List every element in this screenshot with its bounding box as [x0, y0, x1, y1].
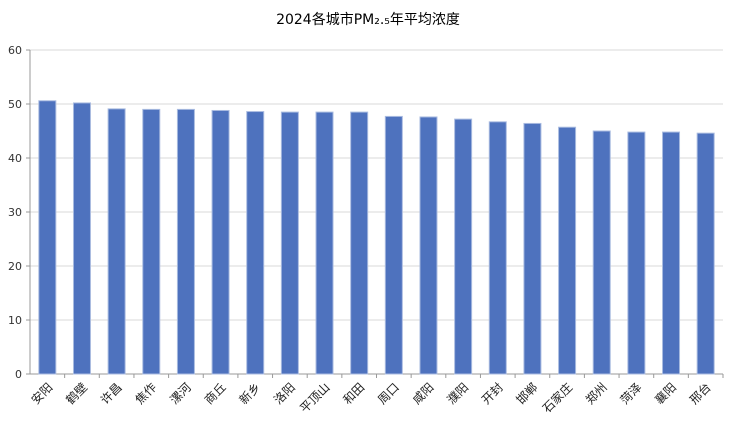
y-tick-label: 20: [8, 260, 22, 273]
x-tick-label: 平顶山: [297, 380, 332, 415]
bar: [419, 116, 438, 375]
x-tick-label: 和田: [340, 380, 367, 407]
bar: [315, 111, 334, 375]
bar: [176, 108, 195, 375]
x-tick-label: 新乡: [236, 380, 264, 408]
bar: [696, 132, 715, 375]
x-tick-label: 许昌: [98, 380, 125, 407]
x-tick-label: 邢台: [686, 380, 714, 408]
y-tick-label: 60: [8, 44, 22, 57]
x-tick-label: 洛阳: [270, 380, 298, 408]
x-tick-label: 鹤壁: [63, 380, 91, 408]
bar: [523, 122, 542, 375]
x-tick-label: 石家庄: [539, 380, 575, 416]
bar: [592, 130, 611, 375]
y-tick-label: 50: [8, 98, 22, 111]
chart-title: 2024各城市PM₂.₅年平均浓度: [276, 11, 460, 28]
bar: [454, 118, 473, 375]
bar: [107, 108, 126, 375]
y-tick-label: 30: [8, 206, 22, 219]
x-tick-label: 周口: [375, 380, 402, 407]
x-tick-label: 焦作: [133, 380, 160, 407]
x-tick-label: 商丘: [201, 380, 229, 408]
bar: [350, 111, 369, 375]
bar: [558, 126, 577, 375]
x-tick-label: 邯郸: [513, 380, 541, 408]
x-tick-label: 开封: [479, 380, 506, 407]
bar: [72, 102, 91, 375]
y-tick-label: 10: [8, 314, 22, 327]
x-tick-label: 安阳: [28, 380, 56, 408]
bar: [384, 115, 403, 375]
bar: [211, 109, 230, 375]
x-tick-label: 咸阳: [410, 380, 437, 407]
bar: [488, 121, 507, 375]
x-tick-label: 漯河: [167, 380, 194, 407]
bar: [280, 111, 299, 375]
y-tick-label: 0: [15, 368, 22, 381]
bar: [142, 108, 161, 375]
bar: [246, 111, 265, 375]
x-tick-label: 襄阳: [652, 380, 680, 408]
x-tick-label: 郑州: [582, 380, 610, 408]
bar: [662, 131, 681, 375]
x-tick-label: 濮阳: [444, 380, 472, 408]
bar: [38, 100, 57, 375]
x-tick-label: 菏泽: [618, 380, 645, 407]
bar: [627, 131, 646, 375]
y-tick-label: 40: [8, 152, 22, 165]
